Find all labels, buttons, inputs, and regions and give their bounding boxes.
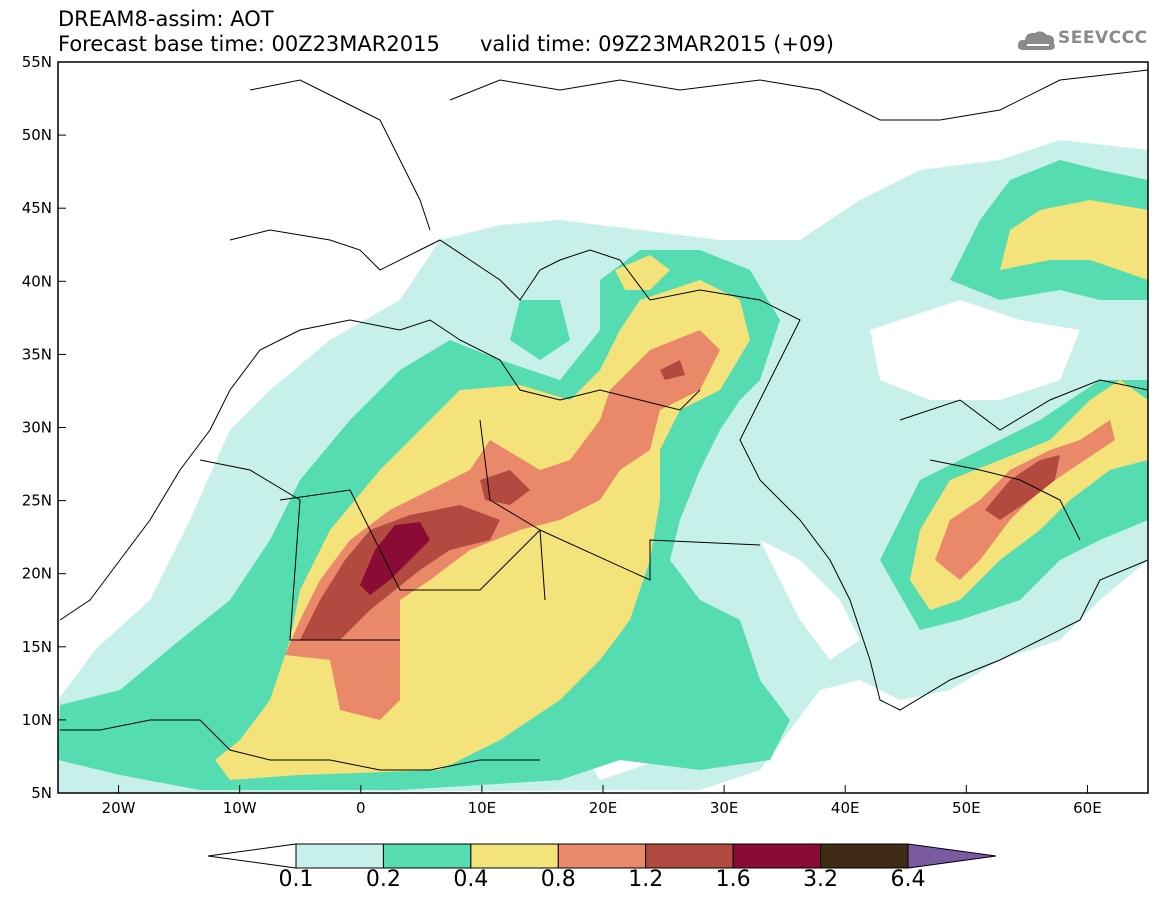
lat-label: 55N xyxy=(22,53,52,71)
forecast-base-time: Forecast base time: 00Z23MAR2015 xyxy=(58,32,440,56)
lon-label: 10W xyxy=(223,799,257,817)
lon-label: 0 xyxy=(356,799,366,817)
colorbar-high-arrow xyxy=(907,843,997,869)
lon-label: 50E xyxy=(952,799,981,817)
latitude-axis: 55N 50N 45N 40N 35N 30N 25N 20N 15N 10N 5N xyxy=(22,53,66,802)
aot-shading xyxy=(58,62,1148,793)
colorbar-level-label: 6.4 xyxy=(890,867,926,892)
lon-label: 10E xyxy=(468,799,497,817)
lat-label: 45N xyxy=(22,199,52,217)
aot-contour-1.6 xyxy=(360,522,430,595)
colorbar-level-label: 0.1 xyxy=(278,867,314,892)
lat-label: 15N xyxy=(22,638,52,656)
colorbar-low-arrow xyxy=(207,843,297,869)
lat-label: 20N xyxy=(22,565,52,583)
lat-label: 5N xyxy=(31,784,52,802)
colorbar-segment xyxy=(382,843,472,869)
lon-label: 40E xyxy=(831,799,860,817)
colorbar-level-label: 0.4 xyxy=(453,867,489,892)
aot-contour-1.2 xyxy=(300,505,500,640)
colorbar-segment xyxy=(732,843,822,869)
lat-label: 25N xyxy=(22,492,52,510)
colorbar-segment xyxy=(295,843,384,869)
colorbar-level-label: 0.8 xyxy=(540,867,576,892)
colorbar-segment xyxy=(470,843,559,869)
map-title: DREAM8-assim: AOT xyxy=(58,7,274,31)
colorbar-level-label: 1.6 xyxy=(715,867,751,892)
lat-label: 40N xyxy=(22,272,52,290)
colorbar xyxy=(207,843,997,869)
lon-label: 20W xyxy=(102,799,136,817)
lon-label: 20E xyxy=(589,799,618,817)
lat-label: 50N xyxy=(22,126,52,144)
lat-label: 10N xyxy=(22,711,52,729)
coastlines xyxy=(59,69,1148,771)
aot-contour-0.8 xyxy=(285,330,720,720)
colorbar-level-label: 1.2 xyxy=(628,867,664,892)
lat-label: 35N xyxy=(22,345,52,363)
colorbar-level-label: 3.2 xyxy=(803,867,839,892)
valid-time: valid time: 09Z23MAR2015 (+09) xyxy=(480,32,834,56)
cloud-icon xyxy=(1017,31,1055,50)
lon-label: 30E xyxy=(710,799,739,817)
colorbar-segment xyxy=(820,843,909,869)
lat-label: 30N xyxy=(22,419,52,437)
colorbar-segment xyxy=(557,843,647,869)
colorbar-segment xyxy=(645,843,734,869)
seevccc-logo: SEEVCCC xyxy=(1058,28,1148,48)
lon-label: 60E xyxy=(1073,799,1102,817)
colorbar-level-label: 0.2 xyxy=(365,867,401,892)
longitude-axis: 20W 10W 0 10E 20E 30E 40E 50E 60E xyxy=(102,785,1102,817)
